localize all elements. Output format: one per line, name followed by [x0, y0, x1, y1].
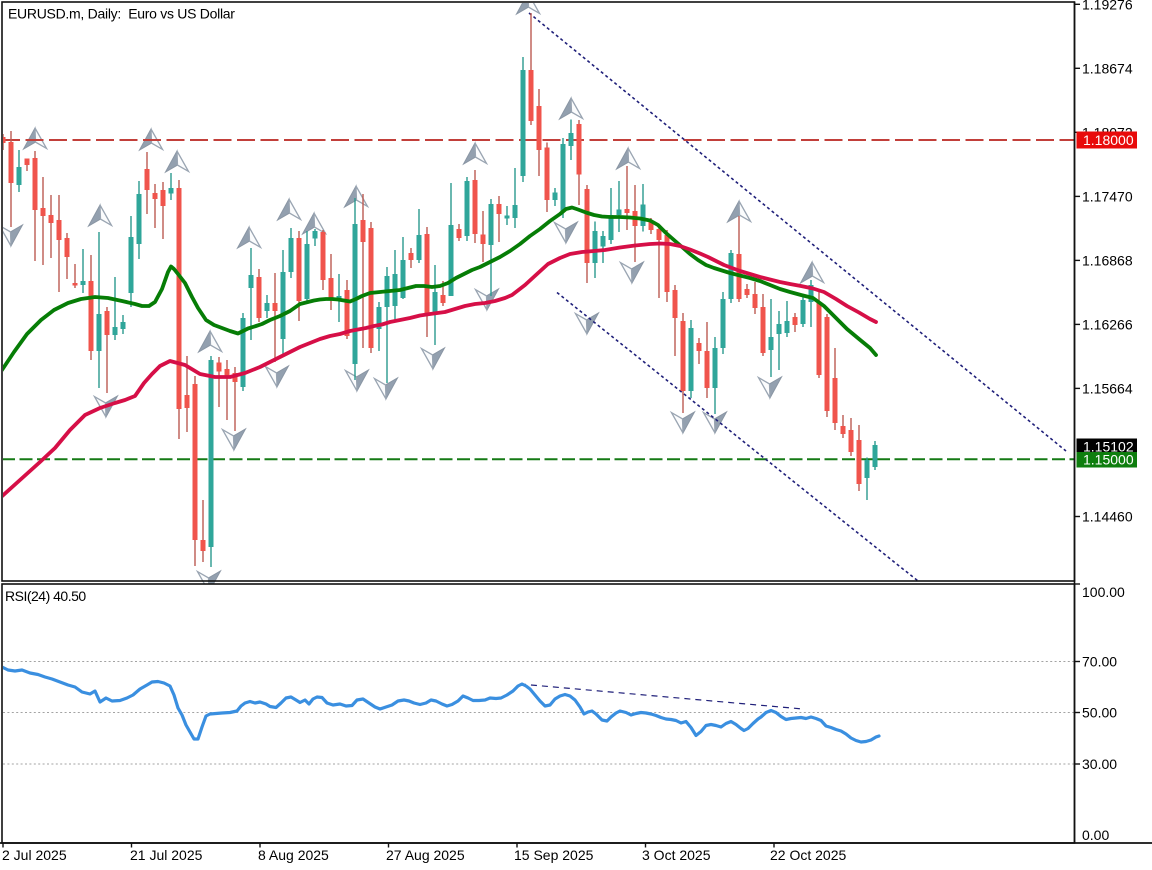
svg-text:21 Jul 2025: 21 Jul 2025 [130, 847, 203, 863]
svg-text:0.00: 0.00 [1082, 827, 1109, 843]
svg-text:EURUSD.m, Daily: Euro vs US D: EURUSD.m, Daily: Euro vs US Dollar [8, 6, 235, 22]
svg-text:50.00: 50.00 [1082, 705, 1117, 721]
svg-text:1.17470: 1.17470 [1082, 188, 1133, 204]
svg-text:1.15102: 1.15102 [1083, 439, 1134, 455]
svg-text:2 Jul 2025: 2 Jul 2025 [2, 847, 67, 863]
svg-text:1.18000: 1.18000 [1083, 132, 1134, 148]
svg-text:1.15664: 1.15664 [1082, 380, 1133, 396]
svg-text:RSI(24) 40.50: RSI(24) 40.50 [5, 588, 86, 604]
svg-text:1.16266: 1.16266 [1082, 316, 1133, 332]
svg-text:30.00: 30.00 [1082, 756, 1117, 772]
svg-text:1.15000: 1.15000 [1083, 452, 1134, 468]
svg-text:1.16868: 1.16868 [1082, 252, 1133, 268]
svg-text:27 Aug 2025: 27 Aug 2025 [386, 847, 465, 863]
svg-text:1.18674: 1.18674 [1082, 60, 1133, 76]
svg-text:3 Oct 2025: 3 Oct 2025 [642, 847, 711, 863]
svg-text:1.14460: 1.14460 [1082, 509, 1133, 525]
svg-text:22 Oct 2025: 22 Oct 2025 [770, 847, 846, 863]
svg-text:1.19276: 1.19276 [1082, 0, 1133, 12]
svg-text:15 Sep 2025: 15 Sep 2025 [514, 847, 594, 863]
svg-text:70.00: 70.00 [1082, 654, 1117, 670]
svg-text:8 Aug 2025: 8 Aug 2025 [258, 847, 329, 863]
svg-text:100.00: 100.00 [1082, 584, 1125, 600]
